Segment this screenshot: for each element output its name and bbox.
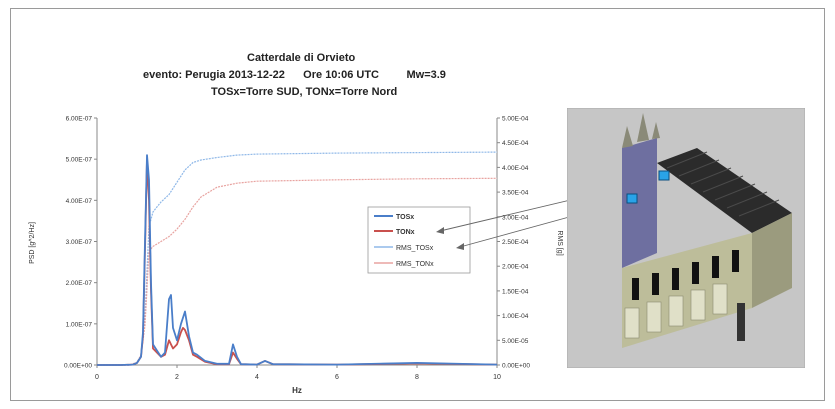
x-tick-label: 0 — [95, 374, 99, 381]
y-right-tick-label: 3.50E-04 — [502, 190, 529, 197]
legend-label-rms-tosx: RMS_TOSx — [396, 245, 434, 252]
chart-title-line-3: TOSx=Torre SUD, TONx=Torre Nord — [211, 86, 398, 98]
legend-label-rms-tonx: RMS_TONx — [396, 261, 434, 268]
y-axis-left-label: PSD [g^2/Hz] — [29, 222, 36, 264]
chart-title-line-2: evento: Perugia 2013-12-22 Ore 10:06 UTC… — [143, 69, 446, 81]
x-tick-label: 6 — [335, 374, 339, 381]
legend-label-tosx: TOSx — [396, 214, 414, 221]
y-right-tick-label: 5.00E-05 — [502, 338, 529, 345]
y-left-tick-label: 2.00E-07 — [66, 280, 93, 287]
legend-box — [367, 206, 471, 274]
y-right-tick-label: 4.50E-04 — [502, 140, 529, 147]
y-axis-right-label: RMS [g] — [556, 230, 563, 255]
bell-tower-pillar — [737, 303, 745, 341]
y-right-tick-label: 4.00E-04 — [502, 165, 529, 172]
legend-label-tonx: TONx — [396, 229, 415, 236]
y-left-tick-label: 0.00E+00 — [64, 363, 92, 370]
y-right-tick-label: 3.00E-04 — [502, 214, 529, 221]
y-right-tick-label: 0.00E+00 — [502, 363, 530, 370]
x-tick-label: 2 — [175, 374, 179, 381]
nave-roof — [657, 148, 792, 233]
nave-end-wall — [752, 213, 792, 308]
x-tick-label: 8 — [415, 374, 419, 381]
facade-spire-center — [637, 113, 649, 142]
y-left-tick-label: 3.00E-07 — [66, 239, 93, 246]
roof-ribs — [666, 151, 780, 217]
y-left-tick-label: 5.00E-07 — [66, 157, 93, 164]
chart-title-line-1: Catterdale di Orvieto — [247, 52, 356, 64]
y-right-tick-label: 2.00E-04 — [502, 264, 529, 271]
nave-arches — [624, 283, 728, 339]
y-right-tick-label: 5.00E-04 — [502, 116, 529, 123]
series-lines — [97, 151, 498, 366]
legend: TOSx TONx RMS_TOSx RMS_TONx — [367, 206, 471, 274]
arrow-torre-sud-head — [456, 243, 464, 250]
facade-spire-left — [622, 126, 633, 148]
x-tick-label: 4 — [255, 374, 259, 381]
nave-windows — [632, 250, 739, 300]
y-right-tick-label: 2.50E-04 — [502, 239, 529, 246]
y-left-tick-label: 4.00E-07 — [66, 198, 93, 205]
y-right-tick-label: 1.50E-04 — [502, 288, 529, 295]
y-left-tick-label: 6.00E-07 — [66, 116, 93, 123]
series-line-tosx — [97, 154, 498, 366]
series-line-rms-tonx — [97, 177, 498, 366]
axis-ticks: 0 2 4 6 8 100.00E+001.00E-072.00E-073.00E-074… — [64, 116, 530, 382]
sensor-torre-sud — [626, 193, 638, 204]
facade-spire-right — [652, 122, 660, 139]
y-right-tick-label: 1.00E-04 — [502, 313, 529, 320]
x-axis-label: Hz — [292, 386, 302, 395]
cathedral-3d-model — [567, 108, 805, 368]
x-tick-label: 10 — [493, 374, 501, 381]
y-left-tick-label: 1.00E-07 — [66, 321, 93, 328]
arrow-torre-nord-head — [436, 227, 444, 234]
sensor-torre-nord — [658, 170, 670, 181]
front-facade — [622, 138, 657, 268]
